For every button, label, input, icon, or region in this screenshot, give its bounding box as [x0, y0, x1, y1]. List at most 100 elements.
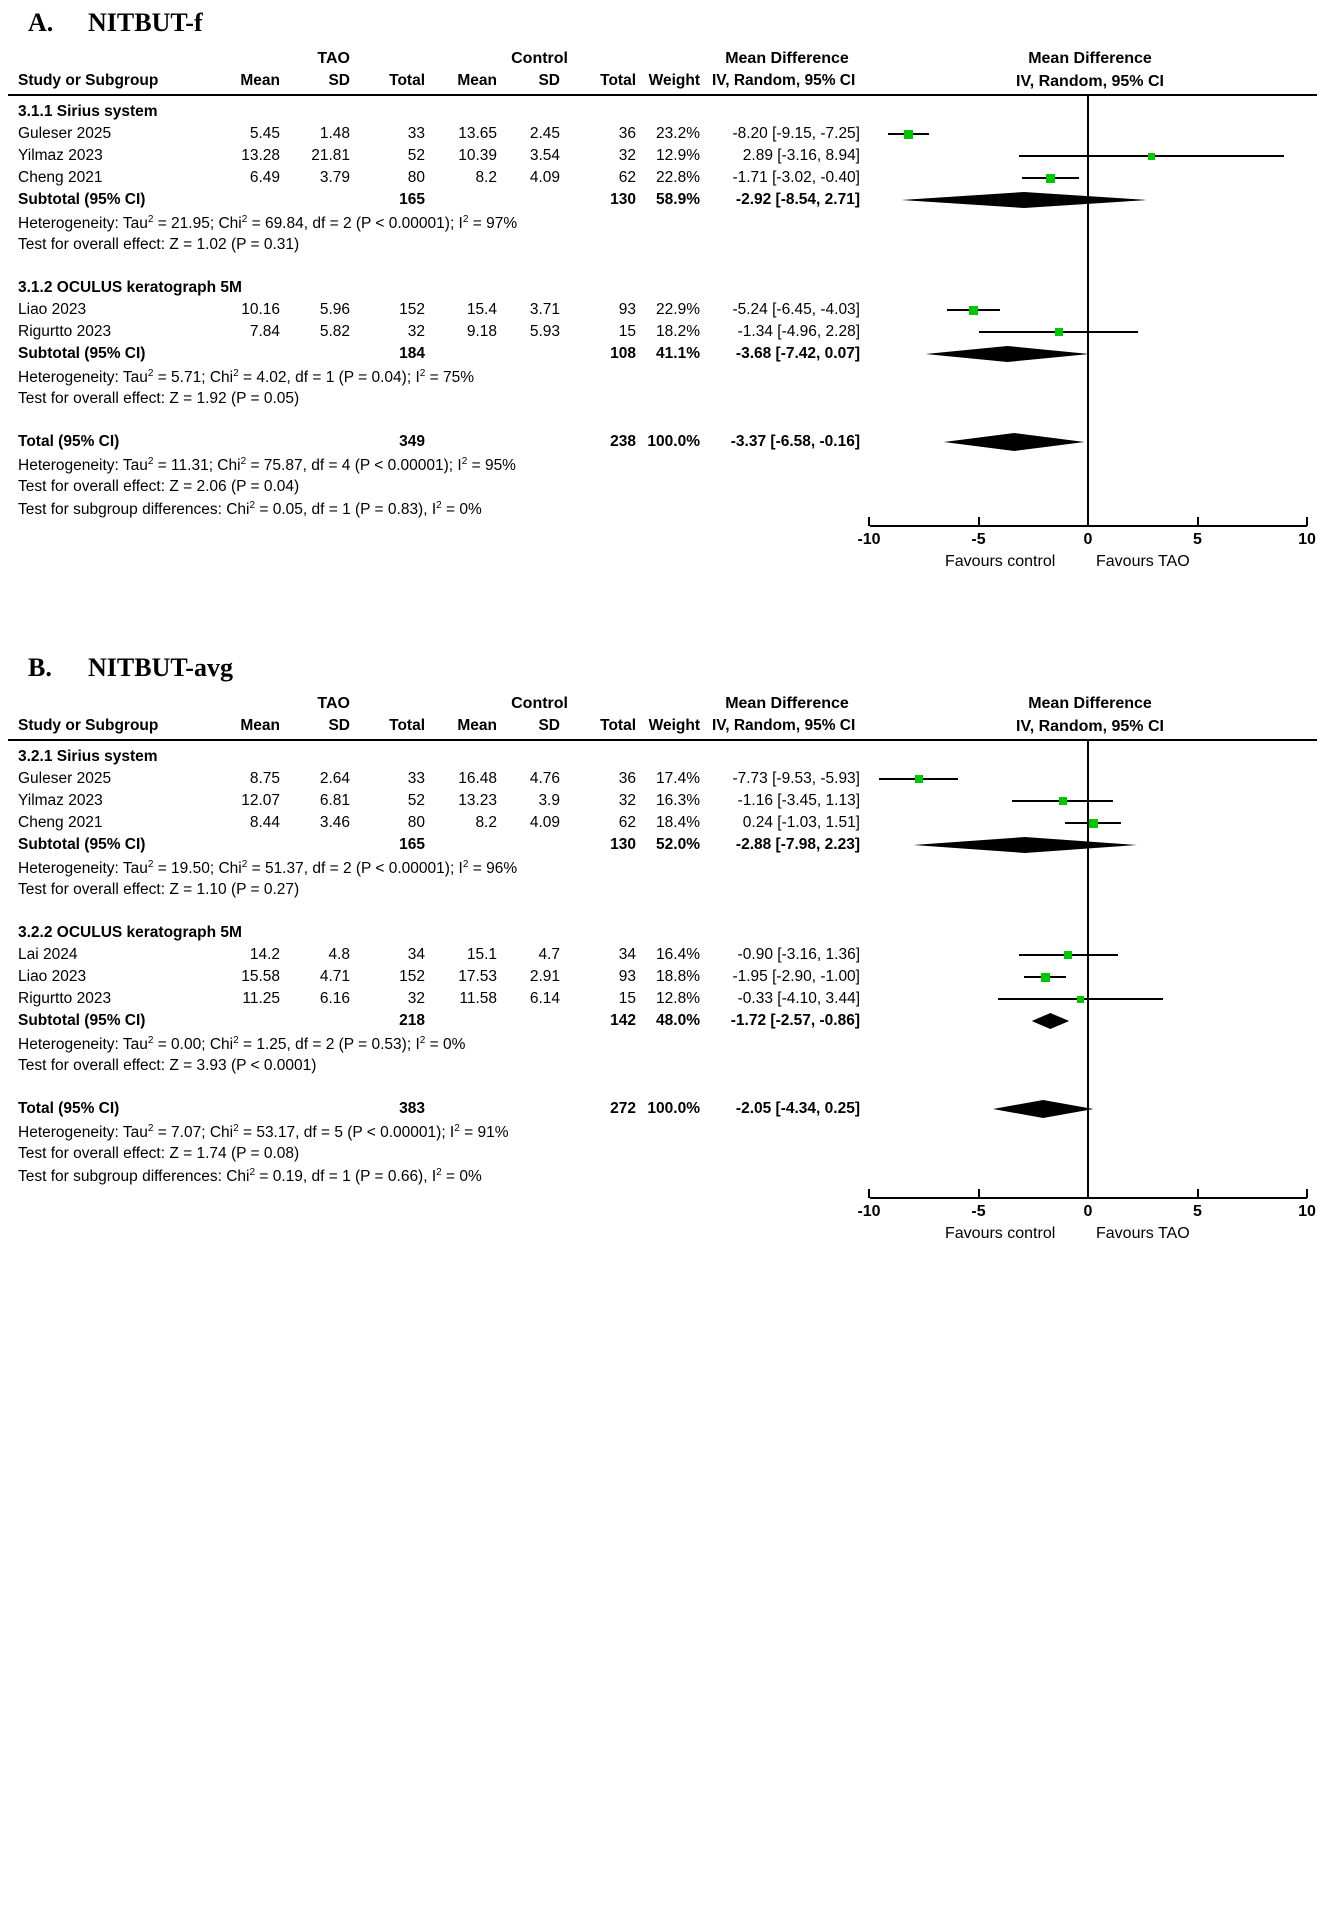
study-total-control: 62 [618, 814, 636, 831]
study-name: Liao 2023 [18, 301, 87, 318]
study-effect-ci: -7.73 [-9.53, -5.93] [732, 770, 860, 787]
subgroup-heterogeneity: Heterogeneity: Tau2 = 21.95; Chi2 = 69.8… [18, 214, 518, 233]
subgroup-label: 3.1.1 Sirius system [18, 103, 158, 120]
study-sd-tao: 5.96 [319, 301, 350, 318]
study-mean-tao: 13.28 [241, 147, 280, 164]
study-mean-tao: 5.45 [249, 125, 280, 142]
study-sd-control: 5.93 [529, 323, 560, 340]
x-axis-tick-label: 0 [1083, 1203, 1093, 1220]
study-total-control: 36 [618, 770, 636, 787]
study-effect-ci: 2.89 [-3.16, 8.94] [742, 147, 860, 164]
subtotal-weight: 52.0% [656, 836, 700, 853]
total-total-tao: 349 [399, 433, 425, 450]
study-sd-control: 4.09 [529, 169, 560, 186]
study-mean-control: 15.4 [466, 301, 497, 318]
study-total-control: 32 [618, 792, 636, 809]
study-total-tao: 80 [407, 169, 425, 186]
study-mean-tao: 10.16 [241, 301, 280, 318]
x-axis-tick-label: 0 [1083, 531, 1093, 548]
subtotal-total-control: 142 [610, 1012, 636, 1029]
study-mean-tao: 11.25 [242, 990, 280, 1007]
study-sd-control: 2.45 [529, 125, 560, 142]
study-mean-tao: 7.84 [249, 323, 280, 340]
study-total-tao: 34 [407, 946, 425, 963]
subtotal-total-tao: 165 [399, 836, 425, 853]
study-name: Lai 2024 [18, 946, 78, 963]
panel-letter: B. [28, 653, 52, 682]
subtotal-effect-ci: -3.68 [-7.42, 0.07] [735, 345, 860, 362]
study-name: Yilmaz 2023 [18, 147, 103, 164]
null-effect-line [1087, 94, 1089, 525]
study-sd-tao: 1.48 [319, 125, 350, 142]
study-total-tao: 152 [399, 301, 425, 318]
plot-header-mean-difference: Mean Difference [1028, 50, 1152, 67]
subtotal-label: Subtotal (95% CI) [18, 1012, 146, 1029]
subgroup-heterogeneity: Heterogeneity: Tau2 = 5.71; Chi2 = 4.02,… [18, 368, 475, 387]
study-name: Rigurtto 2023 [18, 323, 112, 340]
study-effect-ci: -1.16 [-3.45, 1.13] [737, 792, 860, 809]
study-mean-tao: 8.75 [249, 770, 280, 787]
favours-tao-label: Favours TAO [1096, 553, 1190, 570]
study-mean-control: 9.18 [466, 323, 497, 340]
total-label: Total (95% CI) [18, 433, 120, 450]
study-effect-ci: -1.71 [-3.02, -0.40] [732, 169, 860, 186]
subtotal-label: Subtotal (95% CI) [18, 836, 146, 853]
study-effect-ci: -8.20 [-9.15, -7.25] [732, 125, 860, 142]
study-total-tao: 52 [407, 147, 425, 164]
total-total-control: 272 [610, 1100, 636, 1117]
column-header-weight: Weight [648, 717, 700, 734]
subgroup-heterogeneity: Heterogeneity: Tau2 = 19.50; Chi2 = 51.3… [18, 859, 518, 878]
study-total-tao: 152 [399, 968, 425, 985]
column-header-total-control: Total [600, 72, 636, 89]
total-subgroup-differences: Test for subgroup differences: Chi2 = 0.… [18, 1167, 482, 1186]
study-sd-control: 3.71 [529, 301, 560, 318]
total-total-control: 238 [610, 433, 636, 450]
summary-diamond [900, 192, 1148, 208]
study-weight: 23.2% [656, 125, 700, 142]
subtotal-total-control: 108 [610, 345, 636, 362]
column-header-study-or-subgroup: Study or Subgroup [18, 717, 159, 734]
effect-marker [1064, 951, 1073, 959]
summary-diamond [992, 1100, 1094, 1118]
x-axis-tick-label: -5 [971, 531, 986, 548]
summary-diamond [925, 346, 1090, 362]
x-axis-tick [1087, 517, 1089, 526]
subgroup-overall-effect: Test for overall effect: Z = 1.10 (P = 0… [18, 881, 300, 898]
subtotal-weight: 58.9% [656, 191, 700, 208]
column-header-control: Control [511, 695, 568, 712]
null-effect-line [1087, 739, 1089, 1197]
study-total-control: 93 [618, 968, 636, 985]
study-sd-tao: 3.79 [319, 169, 350, 186]
subgroup-label: 3.1.2 OCULUS keratograph 5M [18, 279, 242, 296]
subgroup-overall-effect: Test for overall effect: Z = 1.92 (P = 0… [18, 390, 300, 407]
x-axis-tick [1196, 517, 1199, 526]
total-weight: 100.0% [647, 1100, 700, 1117]
study-mean-control: 17.53 [458, 968, 497, 985]
subgroup-overall-effect: Test for overall effect: Z = 1.02 (P = 0… [18, 236, 300, 253]
x-axis-tick [1306, 517, 1308, 526]
subtotal-effect-ci: -1.72 [-2.57, -0.86] [730, 1012, 860, 1029]
study-total-tao: 32 [407, 990, 425, 1007]
effect-marker [968, 305, 978, 315]
header-rule [8, 739, 1317, 741]
column-header-total-tao: Total [389, 72, 425, 89]
study-sd-control: 4.7 [538, 946, 560, 963]
study-name: Guleser 2025 [18, 770, 112, 787]
study-mean-tao: 15.58 [241, 968, 280, 985]
study-sd-control: 6.14 [529, 990, 560, 1007]
study-mean-control: 10.39 [458, 147, 497, 164]
study-weight: 16.4% [656, 946, 700, 963]
x-axis-tick [977, 517, 980, 526]
study-weight: 22.9% [656, 301, 700, 318]
x-axis-tick-label: 5 [1193, 531, 1202, 548]
study-total-tao: 80 [407, 814, 425, 831]
column-header-sd-control: SD [538, 717, 560, 734]
study-name: Liao 2023 [18, 968, 87, 985]
study-weight: 17.4% [656, 770, 700, 787]
summary-diamond [1031, 1013, 1070, 1029]
total-overall-effect: Test for overall effect: Z = 2.06 (P = 0… [18, 478, 300, 495]
plot-header-mean-difference: Mean Difference [1028, 695, 1152, 712]
x-axis-tick [1196, 1189, 1199, 1198]
x-axis-tick-label: 10 [1298, 1203, 1316, 1220]
total-effect-ci: -3.37 [-6.58, -0.16] [730, 433, 860, 450]
